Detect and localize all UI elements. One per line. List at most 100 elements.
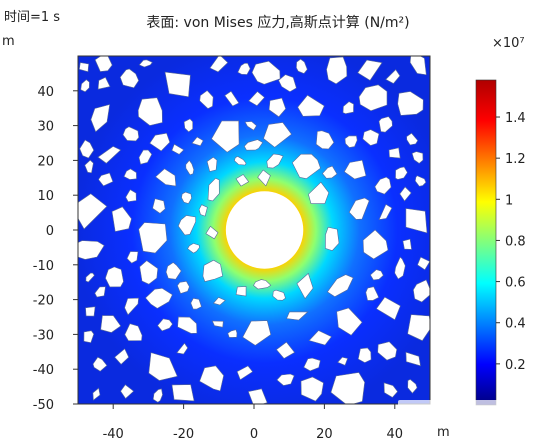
rock-particle bbox=[417, 256, 430, 271]
rock-particle bbox=[275, 341, 296, 359]
rock-particle bbox=[407, 379, 418, 394]
rock-particle bbox=[377, 341, 398, 361]
rock-particle bbox=[114, 348, 130, 365]
y-tick-label: 10 bbox=[37, 189, 54, 204]
rock-particle bbox=[337, 356, 349, 366]
rock-particle bbox=[268, 97, 287, 118]
y-tick-label: 20 bbox=[37, 154, 54, 169]
rock-particle bbox=[183, 118, 193, 133]
rock-particle bbox=[125, 189, 137, 203]
rock-particle bbox=[198, 204, 208, 217]
rock-particle bbox=[119, 68, 140, 89]
rock-particle bbox=[185, 159, 195, 176]
x-tick-label: -20 bbox=[173, 427, 194, 442]
y-tick-label: -50 bbox=[33, 398, 54, 413]
rock-particle bbox=[357, 59, 383, 81]
rock-particle bbox=[315, 130, 335, 150]
rock-particle bbox=[394, 256, 406, 280]
rock-particle bbox=[123, 168, 137, 180]
rock-particle bbox=[138, 222, 168, 254]
rock-particle bbox=[296, 272, 314, 300]
rock-particle bbox=[181, 191, 192, 204]
rock-particle bbox=[336, 307, 363, 336]
colorbar-tick-label: 0.6 bbox=[505, 276, 526, 291]
rock-particle bbox=[209, 56, 229, 73]
circular-hole bbox=[225, 191, 304, 269]
rock-particle bbox=[407, 314, 430, 342]
rock-particle bbox=[411, 151, 424, 164]
rock-particle bbox=[235, 286, 247, 297]
y-tick-label: 0 bbox=[46, 224, 54, 239]
rock-particle bbox=[375, 296, 401, 321]
rock-particle bbox=[97, 146, 122, 164]
rock-particle bbox=[207, 177, 220, 202]
rock-particle bbox=[278, 74, 297, 93]
rock-particle bbox=[227, 329, 238, 338]
rock-particle bbox=[330, 372, 366, 404]
rock-particle bbox=[92, 387, 101, 401]
colorbar-tick-label: 1.4 bbox=[505, 111, 526, 126]
rock-particle bbox=[152, 198, 166, 214]
colorbar-ticks: 0.2 0.4 0.6 0.8 1 1.2 1.4 bbox=[496, 111, 526, 373]
rock-particle bbox=[365, 286, 380, 301]
rock-particle bbox=[139, 260, 159, 285]
rock-particle bbox=[90, 104, 111, 133]
rock-particle bbox=[272, 289, 286, 301]
rock-particle bbox=[190, 297, 202, 310]
colorbar-tick-label: 1 bbox=[505, 193, 513, 208]
rock-particle bbox=[300, 376, 324, 402]
rock-particle bbox=[286, 311, 309, 321]
rock-particle bbox=[176, 342, 189, 355]
colorbar-multiplier: ×10⁷ bbox=[492, 36, 525, 51]
x-axis: -40 -20 0 20 40 bbox=[103, 404, 403, 442]
rock-particle bbox=[83, 330, 95, 344]
plot-title: 表面: von Mises 应力,高斯点计算 (N/m²) bbox=[146, 15, 410, 31]
rock-particle bbox=[212, 297, 226, 306]
rock-particle bbox=[235, 174, 250, 187]
rock-particle bbox=[234, 156, 247, 166]
rock-particle bbox=[124, 297, 139, 316]
y-tick-label: -30 bbox=[33, 328, 54, 343]
rock-particle bbox=[342, 101, 354, 115]
rock-particle bbox=[148, 352, 178, 381]
plot-area bbox=[77, 55, 431, 405]
rock-particle bbox=[248, 91, 265, 107]
y-tick-label: -40 bbox=[33, 363, 54, 378]
rock-particle bbox=[92, 356, 108, 372]
rock-particle bbox=[205, 225, 219, 240]
rock-particle bbox=[177, 280, 190, 294]
rock-particle bbox=[94, 56, 113, 72]
rock-particle bbox=[303, 357, 321, 372]
colorbar-tick-label: 0.2 bbox=[505, 358, 526, 373]
x-tick-label: 0 bbox=[250, 427, 258, 442]
rock-particle bbox=[126, 251, 139, 264]
rock-particle bbox=[253, 279, 272, 290]
rock-particle bbox=[157, 318, 173, 332]
y-tick-label: 30 bbox=[37, 120, 54, 135]
rock-particle bbox=[171, 143, 185, 155]
rock-particle bbox=[378, 203, 393, 220]
y-tick-label: 40 bbox=[37, 85, 54, 100]
rock-particle bbox=[138, 149, 153, 165]
rock-particle bbox=[395, 166, 408, 180]
time-label: 时间=1 s bbox=[4, 10, 61, 25]
rock-particle bbox=[80, 79, 90, 93]
x-tick-label: 40 bbox=[387, 427, 404, 442]
rock-particle bbox=[78, 193, 108, 230]
rock-particle bbox=[388, 147, 401, 159]
rock-particle bbox=[362, 229, 389, 260]
rock-particle bbox=[171, 384, 195, 402]
rock-particle bbox=[358, 84, 388, 112]
watermark-overlay bbox=[398, 400, 548, 426]
colorbar: 0.2 0.4 0.6 0.8 1 1.2 1.4 bbox=[475, 79, 526, 406]
rock-particle bbox=[211, 320, 224, 328]
rock-particle bbox=[85, 272, 95, 283]
rock-particle bbox=[236, 365, 254, 381]
rock-particle bbox=[152, 388, 163, 403]
rock-particle bbox=[266, 153, 284, 169]
y-tick-label: -20 bbox=[33, 294, 54, 309]
rock-particle bbox=[138, 59, 153, 68]
x-axis-unit: m bbox=[437, 425, 450, 440]
rock-particle bbox=[145, 287, 173, 309]
rock-particle bbox=[383, 382, 398, 398]
